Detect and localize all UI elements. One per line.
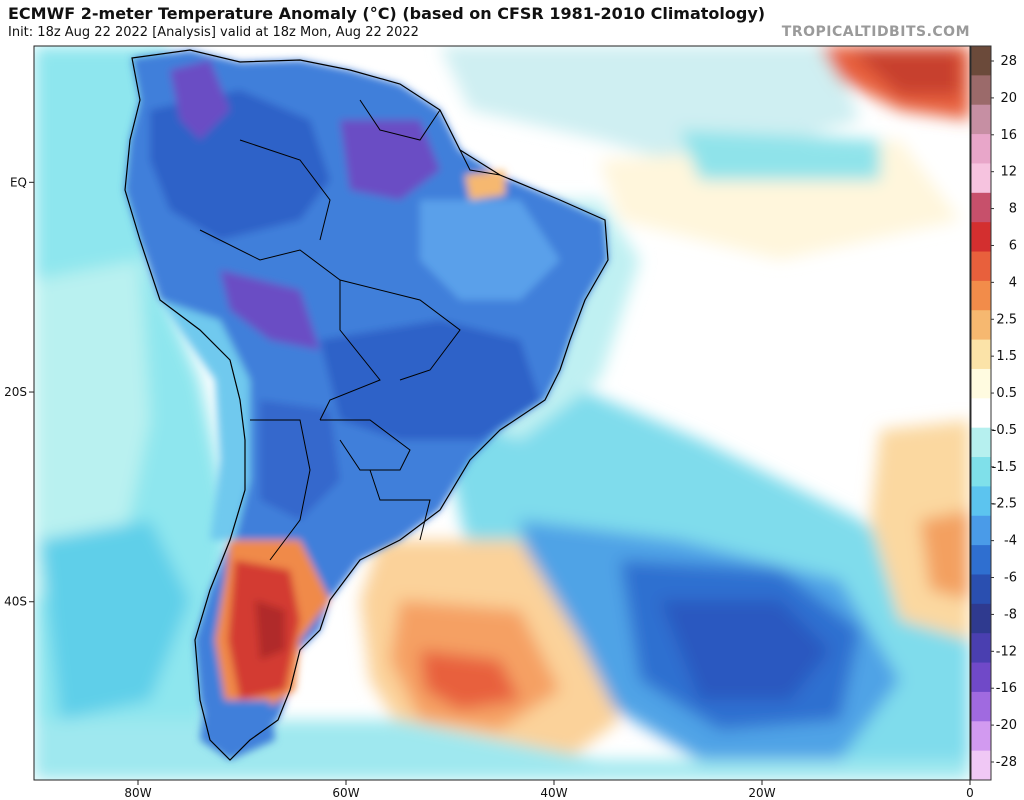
colorbar-swatch (971, 515, 991, 546)
colorbar-swatch (971, 691, 991, 722)
lat-tick-label: 20S (4, 385, 27, 399)
colorbar-label: 1.5 (996, 349, 1017, 364)
colorbar-swatch (971, 750, 991, 781)
map-subtitle: Init: 18z Aug 22 2022 [Analysis] valid a… (8, 25, 419, 40)
colorbar-label: -28 (996, 755, 1017, 770)
colorbar-label: -16 (996, 681, 1017, 696)
colorbar-label: -4 (1004, 534, 1017, 549)
lat-tick-label: 40S (4, 595, 27, 609)
colorbar-swatch (971, 427, 991, 458)
map-title: ECMWF 2-meter Temperature Anomaly (°C) (… (8, 4, 766, 23)
colorbar-label: 4 (1009, 275, 1017, 290)
anomaly-field (34, 46, 970, 780)
lat-tick-label: EQ (10, 175, 27, 189)
colorbar-swatch (971, 134, 991, 164)
colorbar-label: -20 (996, 718, 1017, 733)
longitude-axis: 80W 60W 40W 20W 0 (124, 780, 974, 800)
lon-tick-label: 60W (332, 786, 359, 800)
colorbar-label: 28 (1000, 54, 1017, 69)
source-watermark: TROPICALTIDBITS.COM (781, 24, 970, 40)
country-borders (199, 99, 501, 561)
colorbar-label: -12 (996, 644, 1017, 659)
colorbar-label: -2.5 (992, 497, 1017, 512)
colorbar-swatch (971, 310, 991, 341)
colorbar-swatch (971, 662, 991, 693)
colorbar-swatch (971, 545, 991, 575)
colorbar-swatch (971, 603, 991, 634)
colorbar-swatch (971, 486, 991, 517)
colorbar-label: 8 (1009, 202, 1017, 217)
colorbar-label: 20 (1000, 91, 1017, 106)
colorbar-swatch (971, 398, 991, 429)
colorbar-label: -8 (1004, 607, 1017, 622)
colorbar-swatch (971, 280, 991, 311)
colorbar-outline (970, 45, 992, 781)
colorbar-swatch (971, 368, 991, 399)
colorbar-swatch (971, 339, 991, 370)
colorbar-swatch (971, 192, 991, 223)
colorbar-label: 6 (1009, 238, 1017, 253)
colorbar-swatch (971, 721, 991, 752)
lon-tick-label: 20W (748, 786, 775, 800)
lon-tick-label: 40W (540, 786, 567, 800)
lon-tick-label: 80W (124, 786, 151, 800)
map-frame (33, 45, 971, 781)
colorbar-label: 12 (1000, 165, 1017, 180)
colorbar-swatch (971, 104, 991, 135)
colorbar-label: -0.5 (992, 423, 1017, 438)
colorbar-swatch (971, 457, 991, 487)
latitude-axis: EQ 20S 40S (4, 175, 34, 609)
colorbar-swatch (971, 163, 991, 194)
colorbar-swatch (971, 633, 991, 664)
colorbar-label: 0.5 (996, 386, 1017, 401)
colorbar-legend: 28 20 16 12 8 6 4 2.5 1.5 0.5 -0.5 -1.5 -2.5 -4 -6 -8 -1… (970, 45, 1017, 781)
colorbar-swatch (971, 75, 991, 106)
colorbar-label: 2.5 (996, 312, 1017, 327)
colorbar-label: -1.5 (992, 460, 1017, 475)
colorbar-swatch (971, 46, 991, 76)
lon-tick-label: 0 (966, 786, 974, 800)
colorbar-swatch (971, 222, 991, 253)
colorbar-label: -6 (1004, 571, 1017, 586)
colorbar-swatch (971, 574, 991, 605)
colorbar-label: 16 (1000, 128, 1017, 143)
colorbar-swatch (971, 251, 991, 282)
